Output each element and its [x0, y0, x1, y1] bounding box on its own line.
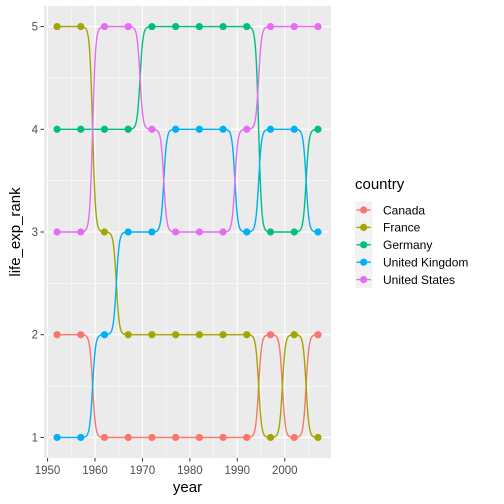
series-line-canada	[57, 334, 318, 439]
data-point-france	[100, 228, 109, 236]
data-point-united-kingdom	[148, 228, 156, 236]
legend-key-point	[360, 223, 368, 231]
x-tick-label: 1960	[82, 465, 108, 477]
data-point-germany	[314, 125, 322, 133]
data-point-united-kingdom	[172, 125, 180, 133]
data-point-canada	[172, 433, 180, 442]
series-lines	[57, 25, 318, 439]
data-point-united-states	[314, 22, 322, 31]
axes: 1950 1960 1970 1980 1990 2000 1 2 3 4 5	[32, 22, 298, 477]
data-point-germany	[77, 125, 85, 133]
data-point-canada	[243, 433, 251, 442]
data-point-united-kingdom	[266, 125, 275, 133]
data-point-germany	[148, 22, 156, 31]
data-point-france	[77, 22, 85, 31]
legend: country Canada France Germany United Kingdo…	[355, 176, 468, 289]
x-axis-title: year	[173, 479, 202, 496]
data-point-france	[172, 331, 180, 339]
data-point-united-states	[290, 22, 298, 31]
y-tick-label: 5	[32, 22, 38, 34]
legend-label: United States	[383, 273, 455, 287]
data-point-france	[290, 331, 298, 339]
legend-key-point	[360, 206, 368, 214]
x-tick-label: 1980	[177, 465, 203, 477]
data-point-united-kingdom	[77, 433, 85, 442]
data-point-united-states	[124, 22, 132, 31]
data-point-canada	[266, 331, 275, 339]
data-point-canada	[148, 433, 156, 442]
data-point-germany	[172, 22, 180, 31]
data-point-france	[148, 331, 156, 339]
data-point-united-states	[148, 125, 156, 133]
data-point-france	[195, 331, 203, 339]
data-point-united-kingdom	[53, 433, 61, 442]
data-point-france	[124, 331, 132, 339]
legend-title: country	[355, 176, 405, 193]
data-point-germany	[195, 22, 203, 31]
series-line-united-kingdom	[57, 128, 318, 439]
legend-key-point	[360, 276, 368, 284]
data-point-canada	[219, 433, 227, 442]
legend-key-point	[360, 258, 368, 266]
data-point-germany	[243, 22, 251, 31]
data-point-united-states	[53, 228, 61, 236]
data-point-france	[219, 331, 227, 339]
x-tick-label: 1950	[35, 465, 61, 477]
data-point-france	[266, 433, 275, 442]
data-point-canada	[124, 433, 132, 442]
legend-label: Germany	[383, 238, 432, 252]
data-point-united-kingdom	[100, 331, 109, 339]
data-point-canada	[314, 331, 322, 339]
data-point-united-kingdom	[290, 125, 298, 133]
data-point-united-states	[219, 228, 227, 236]
data-point-canada	[290, 433, 298, 442]
data-point-united-states	[195, 228, 203, 236]
data-point-united-kingdom	[195, 125, 203, 133]
x-tick-label: 2000	[272, 465, 298, 477]
legend-label: United Kingdom	[383, 256, 468, 270]
data-point-germany	[219, 22, 227, 31]
data-point-germany	[266, 228, 275, 236]
x-tick-label: 1970	[130, 465, 156, 477]
legend-key-point	[360, 241, 368, 249]
data-point-france	[314, 433, 322, 442]
data-point-united-kingdom	[243, 228, 251, 236]
y-tick-label: 3	[32, 227, 38, 239]
data-point-united-states	[77, 228, 85, 236]
y-axis-title: life_exp_rank	[7, 187, 24, 277]
data-point-canada	[77, 331, 85, 339]
data-point-france	[243, 331, 251, 339]
data-point-canada	[100, 433, 109, 442]
series-line-germany	[57, 25, 318, 233]
y-tick-label: 2	[32, 330, 38, 342]
series-line-france	[57, 25, 318, 439]
y-tick-label: 1	[32, 432, 38, 444]
legend-label: France	[383, 221, 421, 235]
legend-label: Canada	[383, 203, 425, 217]
data-point-canada	[53, 331, 61, 339]
series-line-united-states	[57, 25, 318, 233]
data-point-united-states	[266, 22, 275, 31]
data-point-germany	[100, 125, 109, 133]
data-point-united-kingdom	[314, 228, 322, 236]
data-point-united-states	[243, 125, 251, 133]
data-point-france	[53, 22, 61, 31]
data-point-germany	[290, 228, 298, 236]
x-tick-label: 1990	[225, 465, 251, 477]
data-point-canada	[195, 433, 203, 442]
data-point-united-kingdom	[219, 125, 227, 133]
y-tick-label: 4	[32, 124, 39, 136]
data-point-united-states	[172, 228, 180, 236]
data-point-united-kingdom	[124, 228, 132, 236]
data-point-germany	[124, 125, 132, 133]
data-point-germany	[53, 125, 61, 133]
series-points	[53, 22, 322, 442]
data-point-united-states	[100, 22, 109, 31]
